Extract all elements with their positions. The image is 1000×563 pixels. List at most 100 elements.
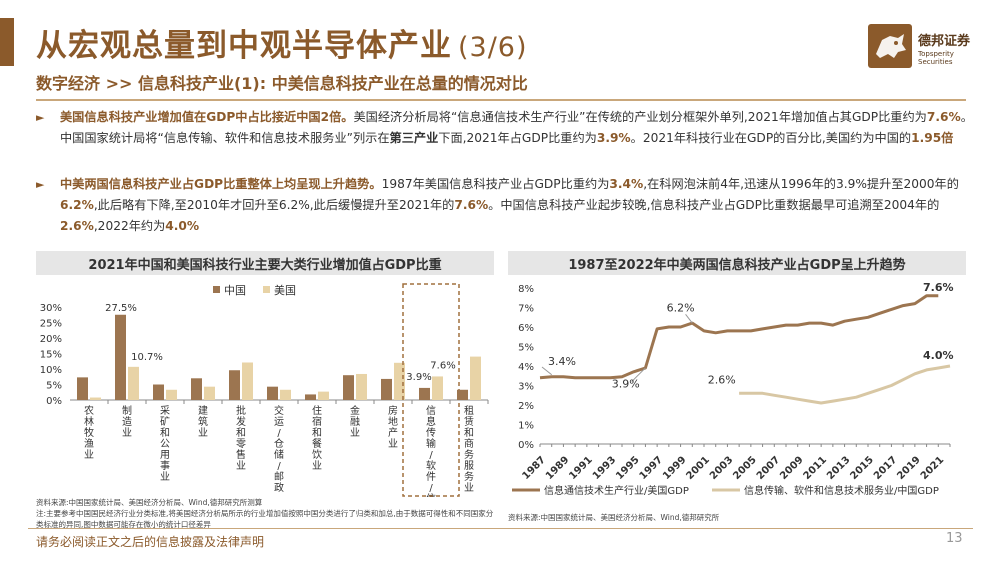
y-tick-label: 25% xyxy=(40,319,62,330)
y-tick-label: 0% xyxy=(518,440,534,451)
bullet-point-2: ► 中美两国信息科技产业占GDP比重整体上均呈现上升趋势。1987年美国信息科技… xyxy=(36,174,976,237)
page-title-text: 从宏观总量到中观半导体产业 xyxy=(36,28,452,64)
bar-china xyxy=(77,377,88,400)
bullet-text: ,2022年约为 xyxy=(93,219,166,233)
x-tick-label: 1993 xyxy=(591,454,618,481)
legend-usa-label: 美国 xyxy=(274,284,296,297)
bar-china xyxy=(457,389,468,400)
bullet-highlight: 1.95倍 xyxy=(911,131,954,145)
x-tick-label: 1997 xyxy=(638,454,665,481)
series-line-china xyxy=(739,364,951,405)
bar-china xyxy=(115,314,126,400)
bullet-text: ,此后略有下降,至2010年才回升至6.2%,此后缓慢提升至2021年的 xyxy=(93,198,455,212)
subtitle-topic: 信息科技产业(1) xyxy=(137,74,260,93)
bullet-text: 1987年美国信息科技产业占GDP比重约为 xyxy=(381,177,610,191)
bullet-point-1: ► 美国信息科技产业增加值在GDP中占比接近中国2倍。美国经济分析局将“信息通信… xyxy=(36,107,976,149)
x-category-label: 建筑业 xyxy=(198,404,208,439)
bullet-highlight: 6.2% xyxy=(60,198,94,212)
x-category-label: 制造业 xyxy=(122,404,132,439)
bar-china xyxy=(305,394,316,400)
y-tick-label: 5% xyxy=(46,381,62,392)
subtitle-section: 数字经济 xyxy=(36,74,101,93)
bar-usa xyxy=(90,397,101,400)
x-tick-label: 1991 xyxy=(567,454,594,481)
subtitle-colon: : xyxy=(259,74,267,93)
y-tick-label: 8% xyxy=(518,284,534,295)
bar-china xyxy=(343,375,354,400)
bullet-highlight: 3.4% xyxy=(609,177,644,191)
x-tick-label: 1989 xyxy=(544,454,571,481)
bullet-highlight: 美国信息科技产业增加值在GDP中占比接近中国2倍。 xyxy=(60,110,354,124)
y-tick-label: 2% xyxy=(518,401,534,412)
data-label: 6.2% xyxy=(667,301,695,314)
series-line-usa xyxy=(539,294,939,380)
callout-line xyxy=(685,314,693,324)
x-tick-label: 2001 xyxy=(684,454,711,481)
bar-china xyxy=(267,386,278,400)
x-category-label: 交运/仓储/邮政 xyxy=(274,404,284,494)
x-tick-label: 2021 xyxy=(919,454,946,481)
bullet-highlight: 3.9% xyxy=(596,131,631,145)
bullet-arrow-icon: ► xyxy=(36,111,45,124)
bullet-body: 中美两国信息科技产业占GDP比重整体上均呈现上升趋势。1987年美国信息科技产业… xyxy=(60,174,976,237)
x-category-label: 房地产业 xyxy=(388,404,398,450)
logo-name: 德邦证券 xyxy=(918,34,971,49)
y-tick-label: 7% xyxy=(518,304,534,315)
bar-usa xyxy=(432,376,443,400)
bar-china xyxy=(191,378,202,400)
y-tick-label: 10% xyxy=(40,365,62,376)
y-tick-label: 30% xyxy=(40,303,62,314)
x-category-label: 农林牧渔业 xyxy=(84,404,94,461)
data-label: 7.6% xyxy=(430,360,455,371)
company-logo: 德邦证券 Topsperity Securities xyxy=(868,24,978,68)
footer-divider xyxy=(28,528,973,529)
header-divider xyxy=(36,99,966,101)
y-tick-label: 0% xyxy=(46,396,62,407)
left-note-text: 注:主要参考中国国民经济行业分类标准,将美国经济分析局所示的行业增加值按照中国分… xyxy=(36,509,494,529)
bar-usa xyxy=(128,366,139,400)
y-tick-label: 1% xyxy=(518,421,534,432)
bar-china xyxy=(419,387,430,400)
callout-line xyxy=(631,367,646,382)
data-label: 3.9% xyxy=(612,377,640,390)
bullet-highlight: 中美两国信息科技产业占GDP比重整体上均呈现上升趋势。 xyxy=(60,177,382,191)
bullet-body: 美国信息科技产业增加值在GDP中占比接近中国2倍。美国经济分析局将“信息通信技术… xyxy=(60,107,976,149)
x-tick-label: 2011 xyxy=(802,454,829,481)
line-chart: 0%1%2%3%4%5%6%7%8%1987198919911993199519… xyxy=(512,281,954,497)
bullet-highlight: 2.6% xyxy=(60,219,94,233)
bar-usa xyxy=(166,389,177,400)
x-tick-label: 2013 xyxy=(825,454,852,481)
bar-usa xyxy=(204,386,215,400)
bullet-highlight: 7.6% xyxy=(454,198,489,212)
bar-usa xyxy=(356,373,367,400)
x-tick-label: 1995 xyxy=(614,454,641,481)
data-label: 10.7% xyxy=(131,352,163,363)
bar-usa xyxy=(280,389,291,400)
x-tick-label: 2017 xyxy=(872,454,899,481)
x-tick-label: 1987 xyxy=(520,454,547,481)
y-tick-label: 5% xyxy=(518,343,534,354)
x-tick-label: 2015 xyxy=(848,454,875,481)
y-tick-label: 3% xyxy=(518,382,534,393)
bar-usa xyxy=(242,362,253,400)
legend-china-label: 信息传输、软件和信息技术服务业/中国GDP xyxy=(744,484,939,497)
bar-usa xyxy=(394,362,405,400)
x-category-label: 批发和零售业 xyxy=(236,404,246,472)
x-tick-label: 2007 xyxy=(755,454,782,481)
x-tick-label: 1999 xyxy=(661,454,688,481)
page-title: 从宏观总量到中观半导体产业 (3/6) xyxy=(36,20,528,65)
bar-chart: 中国 美国 0% 5% 10% 15% 20% 25% 30% 农林牧渔业 制造业 采矿和公用事业 建筑… xyxy=(40,283,489,497)
x-category-label: 采矿和公用事业 xyxy=(160,405,170,483)
bar-china xyxy=(153,384,164,400)
data-label: 2.6% xyxy=(708,374,736,387)
y-tick-label: 15% xyxy=(40,350,62,361)
legend-usa-label: 信息通信技术生产行业/美国GDP xyxy=(544,484,689,497)
x-tick-label: 2005 xyxy=(731,454,758,481)
disclaimer-link[interactable]: 请务必阅读正文之后的信息披露及法律声明 xyxy=(36,535,265,549)
bullet-highlight: 7.6% xyxy=(926,110,961,124)
data-label: 4.0% xyxy=(923,349,954,362)
logo-english-name: Topsperity Securities xyxy=(918,50,954,66)
y-tick-label: 4% xyxy=(518,362,534,373)
left-chart-title: 2021年中国和美国科技行业主要大类行业增加值占GDP比重 xyxy=(36,251,494,275)
left-chart-source: 资料来源:中国国家统计局、美国经济分析局、Wind,德邦研究所测算 注:主要参考… xyxy=(36,497,496,530)
